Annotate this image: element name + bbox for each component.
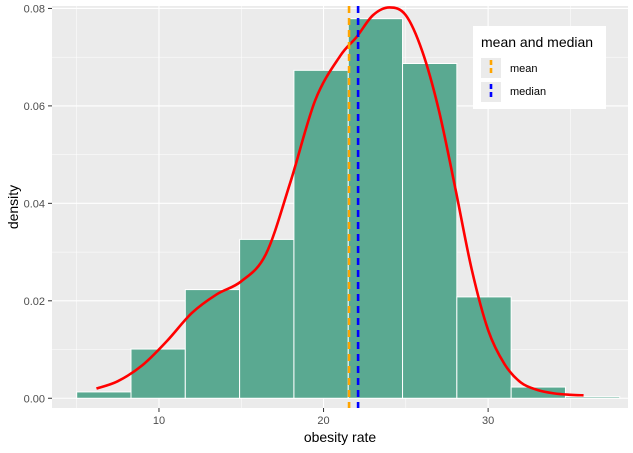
y-tick-label: 0.02 [24,296,45,308]
density-curve-layer [96,6,584,397]
histogram-bar [564,396,621,399]
legend: mean and median mean median [473,26,606,109]
x-tick-label: 20 [317,415,329,427]
x-axis-title: obesity rate [304,429,377,445]
histogram-bar [239,238,295,399]
x-tick-label: 10 [153,415,165,427]
histogram-bar [456,296,512,399]
density-curve [96,6,584,397]
histogram-bar [347,18,404,399]
y-tick-label: 0.06 [24,101,45,113]
x-tick-label: 30 [482,415,494,427]
x-axis-ticks: 10 20 30 [153,408,494,427]
histogram-bar [510,386,566,399]
legend-label-median: median [510,86,546,98]
histogram-bar [130,348,186,399]
legend-title: mean and median [481,34,593,50]
reference-lines [347,6,360,408]
y-axis-title: density [5,185,21,229]
histogram-bar [76,391,132,399]
histogram-bar [402,62,458,399]
y-tick-label: 0.08 [24,3,45,15]
legend-label-mean: mean [510,63,538,75]
y-axis-ticks: 0.00 0.02 0.04 0.06 0.08 [24,3,52,405]
y-tick-label: 0.00 [24,393,45,405]
y-tick-label: 0.04 [24,198,45,210]
histogram-bar [293,69,349,399]
histogram-bar [184,289,241,399]
